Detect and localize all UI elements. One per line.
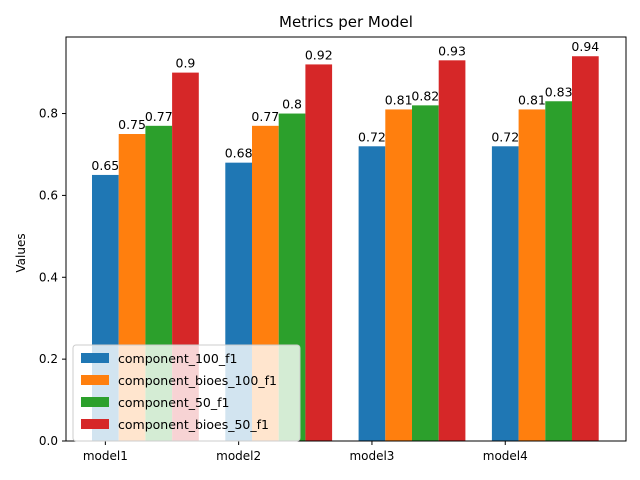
data-label-component_100_f1-model2: 0.68 [225, 146, 253, 161]
legend-label-component_100_f1: component_100_f1 [118, 351, 237, 366]
data-label-component_100_f1-model1: 0.65 [91, 158, 119, 173]
data-label-component_100_f1-model4: 0.72 [491, 129, 519, 144]
legend-label-component_50_f1: component_50_f1 [118, 395, 229, 410]
data-label-component_50_f1-model3: 0.82 [411, 88, 439, 103]
data-label-component_bioes_50_f1-model2: 0.92 [305, 47, 333, 62]
y-tick-label: 0.2 [39, 352, 58, 366]
data-label-component_bioes_50_f1-model3: 0.93 [438, 43, 466, 58]
legend-swatch-component_100_f1 [81, 353, 109, 363]
legend-swatch-component_bioes_100_f1 [81, 375, 109, 385]
x-tick-label: model2 [216, 449, 261, 463]
data-label-component_50_f1-model1: 0.77 [145, 109, 173, 124]
legend-label-component_bioes_100_f1: component_bioes_100_f1 [118, 373, 277, 388]
bar-component_bioes_100_f1-model3 [385, 109, 412, 441]
bar-component_bioes_100_f1-model4 [518, 109, 546, 441]
bar-component_bioes_50_f1-model2 [305, 64, 333, 442]
chart-title: Metrics per Model [279, 13, 413, 31]
data-label-component_bioes_100_f1-model4: 0.81 [518, 92, 546, 107]
axes-layer: 0.0 0.2 0.4 0.6 0.8 model1 model2 model3 model4 [39, 36, 627, 463]
bar-component_100_f1-model3 [358, 146, 386, 442]
legend-swatch-component_bioes_50_f1 [81, 419, 109, 429]
y-tick-label: 0.0 [39, 434, 58, 448]
data-label-component_bioes_100_f1-model1: 0.75 [118, 117, 146, 132]
bar-component_50_f1-model3 [412, 105, 439, 442]
data-label-component_50_f1-model4: 0.83 [545, 84, 573, 99]
legend-box [72, 344, 301, 442]
data-label-component_bioes_50_f1-model1: 0.9 [176, 56, 196, 71]
data-label-component_bioes_100_f1-model2: 0.77 [251, 109, 279, 124]
bar-component_bioes_50_f1-model3 [438, 60, 466, 441]
legend: component_100_f1 component_bioes_100_f1co… [72, 344, 301, 442]
y-tick-label: 0.6 [39, 188, 58, 202]
x-tick-label: model4 [483, 449, 528, 463]
legend-swatch-component_50_f1 [81, 397, 109, 407]
y-tick-label: 0.4 [39, 270, 58, 284]
x-tick-label: model3 [349, 449, 394, 463]
bar-component_50_f1-model4 [545, 101, 572, 441]
bar-component_100_f1-model4 [491, 146, 519, 442]
data-label-component_50_f1-model2: 0.8 [282, 97, 302, 112]
bar-component_bioes_50_f1-model4 [572, 56, 599, 442]
data-labels-layer: 0.650.680.72 0.720.750.770.81 0.810.770.80… [91, 39, 599, 173]
y-axis-label: Values [14, 233, 28, 272]
data-label-component_bioes_50_f1-model4: 0.94 [571, 39, 599, 54]
data-label-component_bioes_100_f1-model3: 0.81 [385, 92, 413, 107]
y-tick-label: 0.8 [39, 107, 58, 121]
legend-label-component_bioes_50_f1: component_bioes_50_f1 [118, 417, 269, 432]
plot-frame [65, 36, 627, 442]
data-label-component_100_f1-model3: 0.72 [358, 129, 386, 144]
x-tick-label: model1 [83, 449, 128, 463]
